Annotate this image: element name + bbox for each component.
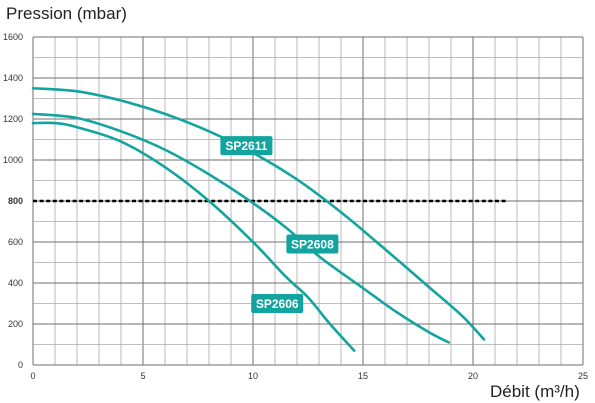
x-axis-label: Débit (m³/h) (490, 382, 580, 401)
y-tick-label: 1600 (3, 32, 23, 42)
pump-curves (31, 86, 486, 352)
y-axis-label: Pression (mbar) (6, 4, 127, 23)
label-sp2608: SP2608 (291, 237, 334, 251)
label-box-sp2608 (286, 234, 339, 254)
label-sp2606: SP2606 (256, 297, 299, 311)
y-axis-ticks: 0 200 400 600 800 1000 1200 1400 1600 (3, 32, 23, 370)
series-labels: SP2611 SP2608 SP2606 (220, 136, 339, 313)
y-tick-label: 1000 (3, 155, 23, 165)
curve-sp2606 (31, 121, 356, 352)
y-tick-label: 600 (8, 237, 23, 247)
y-tick-label: 200 (8, 319, 23, 329)
x-tick-label: 5 (140, 371, 145, 381)
y-tick-label: 800 (8, 196, 23, 206)
y-tick-label: 1200 (3, 114, 23, 124)
label-sp2611: SP2611 (225, 139, 267, 153)
x-tick-label: 15 (358, 371, 368, 381)
y-tick-label: 400 (8, 278, 23, 288)
curve-sp2611 (31, 86, 486, 341)
x-tick-label: 10 (248, 371, 258, 381)
x-tick-label: 20 (468, 371, 478, 381)
x-tick-label: 25 (578, 371, 588, 381)
label-box-sp2606 (251, 294, 304, 313)
label-box-sp2611 (220, 136, 273, 156)
y-tick-label: 1400 (3, 73, 23, 83)
curve-sp2608 (31, 112, 451, 344)
x-tick-label: 0 (30, 371, 35, 381)
y-tick-label: 0 (18, 360, 23, 370)
x-axis-ticks: 0 5 10 15 20 25 (30, 371, 588, 381)
